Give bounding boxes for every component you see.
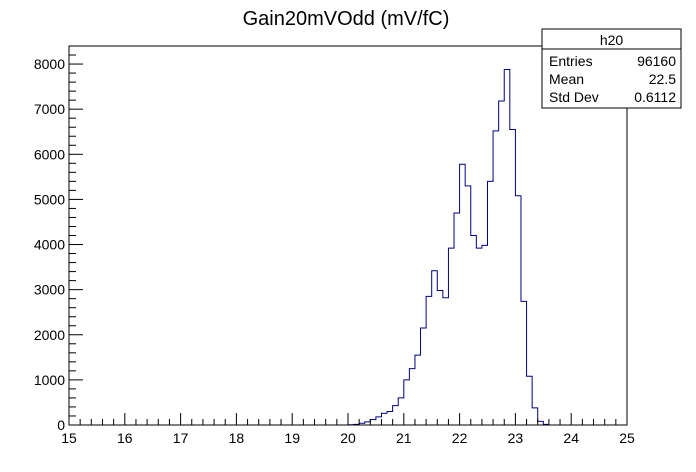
y-tick-label: 5000 [34,191,65,207]
x-tick-label: 16 [117,430,133,446]
stats-box-frame [541,28,682,109]
x-axis: 15 16 17 18 19 20 21 22 23 24 25 [61,413,635,446]
y-tick-label: 3000 [34,282,65,298]
stats-stddev-label: Std Dev [549,89,599,105]
y-tick-label: 6000 [34,146,65,162]
x-tick-label: 17 [173,430,189,446]
y-tick-label: 7000 [34,101,65,117]
x-tick-label: 15 [61,430,77,446]
x-tick-label: 19 [284,430,300,446]
x-tick-label: 22 [452,430,468,446]
chart-title: Gain20mVOdd (mV/fC) [243,8,450,30]
x-tick-label: 21 [396,430,412,446]
x-tick-label: 18 [229,430,245,446]
stats-box: h20 Entries 96160 Mean 22.5 Std Dev 0.61… [541,28,682,109]
stats-entries-value: 96160 [637,53,676,69]
x-tick-label: 24 [563,430,579,446]
stats-mean-value: 22.5 [649,71,676,87]
histogram-line [69,68,627,426]
x-tick-label: 20 [340,430,356,446]
stats-box-title: h20 [600,32,624,48]
y-tick-label: 4000 [34,237,65,253]
histogram-series [69,68,627,426]
y-axis: 0 1000 2000 3000 4000 5000 6000 7000 8000 [34,45,83,433]
stats-entries-label: Entries [549,53,593,69]
y-tick-label: 1000 [34,372,65,388]
y-tick-label: 8000 [34,56,65,72]
y-tick-label: 2000 [34,327,65,343]
stats-mean-label: Mean [549,71,584,87]
x-tick-label: 23 [508,430,524,446]
stats-stddev-value: 0.6112 [634,89,676,105]
y-tick-label: 0 [57,417,65,433]
x-tick-label: 25 [619,430,635,446]
